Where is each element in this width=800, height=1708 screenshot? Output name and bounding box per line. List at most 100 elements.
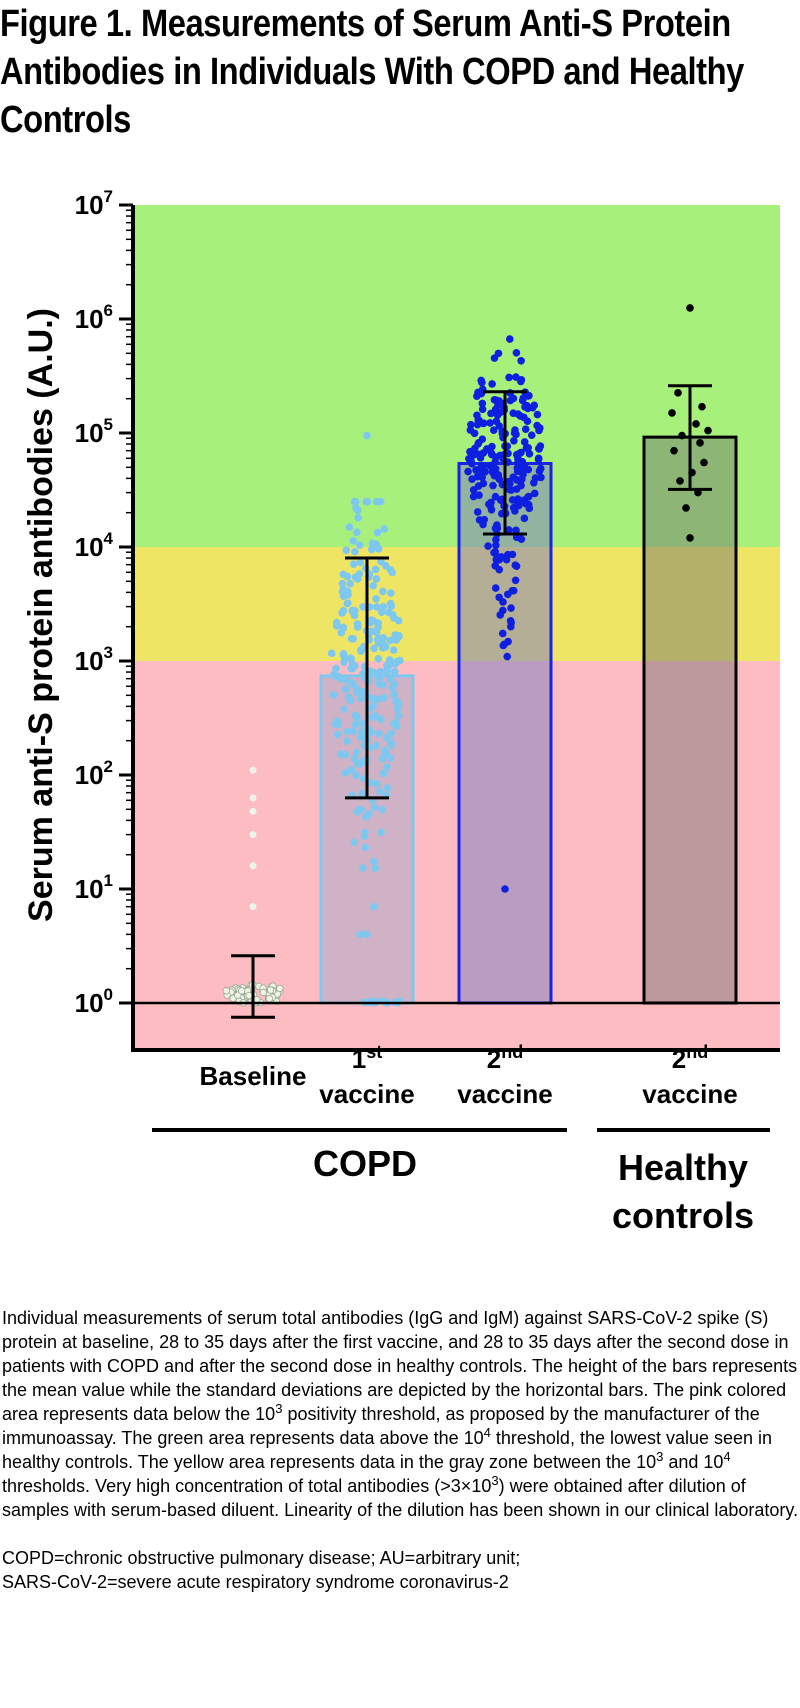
point-vaccine1 [387,602,396,611]
point-vaccine1 [351,711,360,720]
point-vaccine1 [346,579,355,588]
point-vaccine1 [338,579,347,588]
caption-paragraph: Individual measurements of serum total a… [2,1308,799,1520]
point-vaccine1 [356,558,365,566]
point-vaccine2 [493,411,502,420]
point-vaccine2 [472,466,480,474]
point-vaccine2 [492,417,501,426]
point-vaccine1 [378,806,387,814]
y-tick-label: 107 [75,187,113,220]
point-vaccine1 [377,557,385,566]
point-vaccine1 [369,581,378,590]
point-vaccine1 [371,565,380,574]
point-vaccine1 [383,784,392,792]
point-vaccine2 [507,619,515,627]
point-vaccine2 [505,526,513,534]
point-vaccine2 [535,445,543,453]
point-vaccine2 [499,606,507,615]
antibody-chart: 100 101 102 103 104 105 106 107 Serum anti-S pr… [22,187,780,1236]
point-vaccine1 [373,528,382,537]
point-vaccine2 [469,486,478,494]
point-vaccine1 [334,718,343,727]
figure-title: Figure 1. Measurements of Serum Anti-S P… [0,3,744,141]
point-vaccine1 [357,687,366,696]
point-vaccine1 [376,667,385,676]
figure-caption: Individual measurements of serum total a… [2,1306,800,1594]
point-vaccine2 [473,420,482,429]
point-vaccine2 [517,459,526,467]
point-vaccine1 [347,655,355,663]
point-vaccine1 [341,676,350,684]
point-vaccine2 [536,464,545,473]
point-vaccine1 [370,857,378,866]
point-vaccine1 [345,523,354,531]
point-vaccine1 [338,609,346,617]
point-vaccine1 [391,718,400,727]
point-vaccine1 [374,654,383,663]
point-vaccine1 [357,694,365,703]
point-vaccine2 [517,448,525,457]
point-vaccine2 [501,885,509,893]
point-vaccine2 [492,535,500,544]
point-vaccine1 [355,570,364,578]
point-healthy [674,389,682,397]
point-healthy [668,409,676,417]
point-vaccine2 [505,485,514,494]
point-vaccine1 [339,651,348,660]
point-vaccine2 [530,489,539,498]
point-vaccine1 [370,644,378,653]
point-vaccine2 [467,456,475,464]
point-vaccine1 [358,864,367,872]
y-tick-label: 106 [75,301,113,334]
point-vaccine2 [491,524,500,533]
category-label-line2-1: vaccine [319,1079,414,1109]
point-vaccine2 [505,373,513,382]
sd-error-bars [231,384,712,1019]
point-vaccine2 [511,561,520,570]
point-baseline [222,987,230,995]
point-vaccine2 [490,396,499,404]
y-axis-title-group: Serum anti-S protein antibodies (A.U.) [22,308,60,922]
point-vaccine2 [464,467,472,476]
point-vaccine2 [470,450,479,459]
point-vaccine2 [492,555,501,564]
point-healthy [686,304,694,312]
point-vaccine2 [494,349,503,358]
point-vaccine2 [524,465,533,474]
point-vaccine2 [517,535,526,543]
point-baseline [249,831,257,839]
point-vaccine2 [490,548,498,557]
point-vaccine1 [349,536,358,545]
point-healthy [676,477,684,485]
point-vaccine2 [491,492,500,501]
zone-yellow [133,547,780,661]
point-vaccine1 [370,902,378,911]
point-vaccine2 [537,473,545,482]
point-vaccine1 [374,639,383,647]
point-vaccine1 [369,617,378,625]
point-vaccine2 [489,426,498,435]
point-vaccine1 [379,587,387,596]
point-vaccine1 [363,431,371,440]
point-vaccine1 [339,570,348,579]
point-vaccine2 [517,375,526,384]
point-vaccine1 [356,733,365,741]
point-vaccine2 [514,467,522,475]
point-vaccine2 [488,468,497,476]
point-healthy [682,504,690,512]
point-vaccine2 [504,637,512,646]
y-tick-label: 100 [75,985,113,1018]
point-vaccine1 [384,608,393,617]
point-vaccine2 [471,444,479,453]
point-vaccine1 [394,632,403,641]
point-vaccine1 [334,672,343,681]
point-vaccine1 [371,711,380,720]
y-tick-label: 101 [75,871,113,904]
point-baseline [276,984,284,993]
point-baseline [249,794,257,802]
point-vaccine1 [375,729,383,738]
point-healthy [686,534,694,542]
point-vaccine1 [356,930,364,939]
point-vaccine2 [492,541,500,550]
point-vaccine2 [531,474,540,482]
